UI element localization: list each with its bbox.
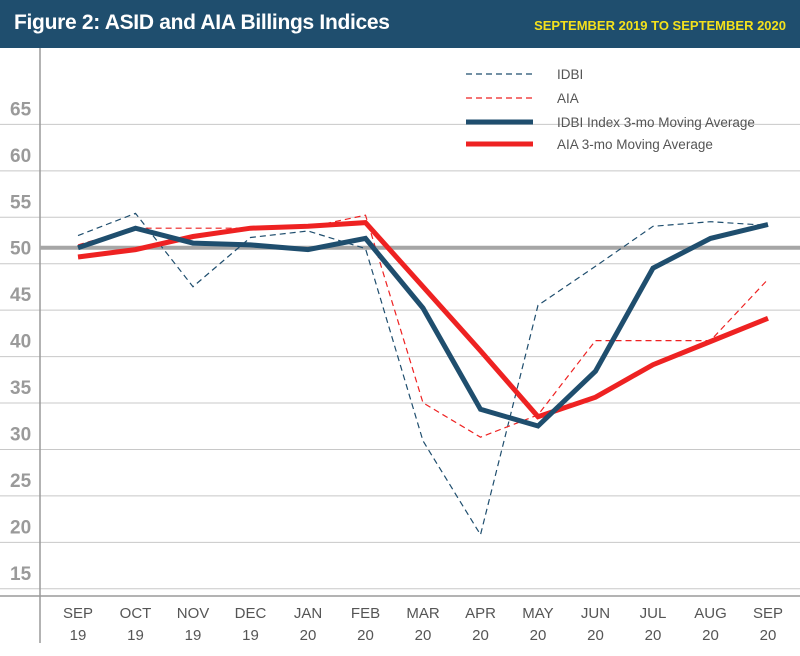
y-axis-tick-labels: 15 20 25 30 35 40 45 50 55 60 65 — [10, 99, 32, 584]
legend: IDBI AIA IDBI Index 3-mo Moving Average AIA… — [466, 67, 755, 152]
x-tick-label: MAY 20 — [522, 605, 553, 644]
y-tick-label: 50 — [10, 239, 31, 260]
y-tick-label: 60 — [10, 146, 31, 167]
y-tick-label: 25 — [10, 471, 32, 492]
x-tick-label: SEP 19 — [63, 605, 93, 644]
line-chart: 15 20 25 30 35 40 45 50 55 60 65 SEP 19 OCT 19 NOV 19 DE… — [0, 48, 800, 644]
legend-label: AIA 3-mo Moving Average — [557, 137, 713, 152]
figure-header: Figure 2: ASID and AIA Billings Indices … — [0, 0, 800, 48]
y-tick-label: 55 — [10, 192, 32, 213]
x-tick-label: JUN 20 — [581, 605, 610, 644]
series-line-aia-3-mo-moving-average — [77, 220, 769, 420]
x-tick-label: OCT 19 — [120, 605, 152, 644]
x-tick-label: APR 20 — [465, 605, 496, 644]
y-tick-label: 40 — [10, 332, 31, 353]
x-axis-tick-labels: SEP 19 OCT 19 NOV 19 DEC 19 JAN 20 FEB 20 MAR 20 APR 20… — [63, 605, 783, 644]
axes — [0, 48, 800, 643]
figure-title: Figure 2: ASID and AIA Billings Indices — [14, 11, 390, 34]
x-tick-label: DEC 19 — [235, 605, 267, 644]
y-tick-label: 15 — [10, 564, 32, 585]
legend-label: IDBI — [557, 67, 583, 82]
y-tick-label: 30 — [10, 424, 31, 445]
y-tick-label: 65 — [10, 99, 32, 120]
series-line-idbi — [77, 212, 769, 537]
legend-label: AIA — [557, 91, 579, 106]
figure-date-range: SEPTEMBER 2019 TO SEPTEMBER 2020 — [534, 18, 786, 33]
x-tick-label: AUG 20 — [694, 605, 727, 644]
x-tick-label: FEB 20 — [351, 605, 380, 644]
series-line-idbi-index-3-mo-moving-average — [77, 222, 769, 429]
legend-label: IDBI Index 3-mo Moving Average — [557, 115, 755, 130]
x-tick-label: NOV 19 — [177, 605, 210, 644]
y-tick-label: 20 — [10, 517, 31, 538]
y-tick-label: 45 — [10, 285, 32, 306]
x-tick-label: SEP 20 — [753, 605, 783, 644]
series-lines — [77, 212, 769, 537]
x-tick-label: JUL 20 — [640, 605, 667, 644]
x-tick-label: MAR 20 — [406, 605, 440, 644]
x-tick-label: JAN 20 — [294, 605, 322, 644]
y-tick-label: 35 — [10, 378, 32, 399]
gridlines — [0, 123, 800, 590]
